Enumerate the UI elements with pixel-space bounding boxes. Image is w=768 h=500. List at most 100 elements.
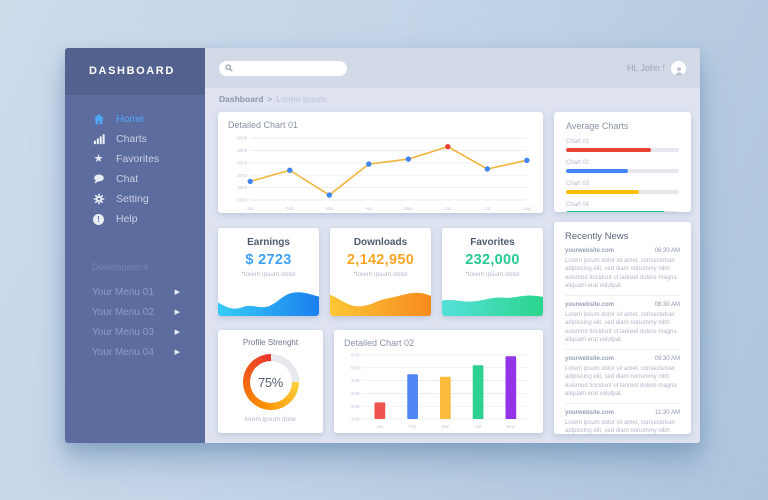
news-source: yourwebsite.com	[565, 248, 615, 254]
sidebar-submenu-item-1[interactable]: Your Menu 01 ▶	[92, 282, 180, 302]
user-greeting: Hi, John !	[626, 63, 665, 73]
sidebar-item-home[interactable]: Home	[92, 109, 205, 129]
avg-bar-fill	[566, 190, 640, 194]
average-chart-row: Chart 02	[566, 160, 679, 173]
svg-text:Mar: Mar	[325, 206, 333, 211]
user-avatar[interactable]	[671, 60, 686, 76]
avg-bar-fill	[566, 211, 666, 212]
stat-value: 2,142,950	[346, 252, 415, 268]
submenu-label: Your Menu 01	[92, 286, 154, 298]
play-arrow-icon: ▶	[174, 288, 180, 296]
news-item[interactable]: yourwebsite.com 06:30 AM Lorem ipsum dolor…	[565, 242, 680, 295]
avg-bar-label: Chart 04	[566, 202, 590, 208]
svg-text:Jan: Jan	[376, 424, 384, 429]
chat-icon	[92, 173, 105, 186]
search-input[interactable]	[237, 63, 341, 73]
app-title: DASHBOARD	[65, 48, 205, 95]
news-item[interactable]: yourwebsite.com 09:30 AM Lorem ipsum dolor…	[565, 349, 680, 403]
svg-text:6000: 6000	[351, 353, 361, 358]
detailed-chart-01-card: Detailed Chart 01 1000 2000 3000 4000 5000 60…	[218, 112, 543, 213]
favorites-card: Favorites 232,000 *lorem ipsum dolor	[442, 228, 543, 316]
sidebar-item-label: Favorites	[116, 153, 160, 165]
stat-title: Earnings	[247, 237, 290, 248]
card-title: Profile Strenght	[242, 338, 299, 347]
news-item[interactable]: yourwebsite.com 08:30 AM Lorem ipsum dolor…	[565, 295, 680, 349]
breadcrumb-root[interactable]: Dashboard	[219, 94, 264, 104]
section-label: Development	[92, 262, 148, 273]
news-source: yourwebsite.com	[565, 410, 615, 417]
search-box[interactable]	[219, 60, 347, 76]
news-body: Lorem ipsum dolor sit amet, consectetuer…	[565, 366, 677, 397]
svg-text:Jul: Jul	[484, 206, 490, 211]
sidebar-submenu-item-4[interactable]: Your Menu 04 ▶	[92, 342, 180, 362]
sidebar-item-label: Charts	[116, 133, 147, 145]
svg-text:1000: 1000	[351, 417, 361, 422]
svg-text:4000: 4000	[351, 378, 361, 383]
sidebar-menu: Home Charts ★ Favorites Chat Setting! Help	[65, 95, 205, 229]
svg-text:4000: 4000	[237, 160, 248, 165]
search-icon	[225, 64, 233, 72]
detailed-chart-02-card: Detailed Chart 02 1000 2000 3000 4000 5000 60…	[334, 330, 543, 433]
card-title: Detailed Chart 02	[344, 338, 415, 348]
news-body: Lorem ipsum dolor sit amet, consectetuer…	[565, 258, 677, 289]
earnings-card: Earnings $ 2723 *lorem ipsum dolor	[218, 228, 319, 316]
sidebar-item-favorites[interactable]: ★ Favorites	[92, 149, 205, 169]
recently-news-card: Recently News yourwebsite.com 06:30 AM Lor…	[554, 222, 691, 434]
topbar: Hi, John !	[205, 48, 700, 88]
avg-bar-label: Chart 03	[566, 181, 590, 187]
average-chart-row: Chart 04	[566, 202, 679, 212]
svg-text:1000: 1000	[237, 198, 248, 203]
sidebar-item-setting[interactable]: Setting	[92, 189, 205, 209]
line-chart: 1000 2000 3000 4000 5000 6000 Jan Feb Mar Apr May J…	[237, 136, 532, 211]
svg-text:Apr: Apr	[475, 424, 482, 429]
downloads-sparkline	[330, 287, 431, 316]
card-title: Detailed Chart 01	[228, 120, 299, 130]
card-title: Recently News	[565, 231, 629, 242]
gear-icon	[92, 193, 105, 206]
svg-text:2000: 2000	[237, 185, 248, 190]
sidebar-submenu-item-3[interactable]: Your Menu 03 ▶	[92, 322, 180, 342]
stat-value: 232,000	[465, 252, 520, 268]
home-icon	[92, 113, 105, 126]
svg-text:May: May	[507, 424, 516, 429]
breadcrumb-separator: >	[267, 94, 273, 104]
app-window: DASHBOARD Home Charts ★ Favorites Chat Settin…	[65, 48, 700, 443]
stat-note: *lorem ipsum dolor	[465, 271, 520, 278]
avg-bar-track	[566, 148, 679, 152]
sidebar-submenu: Your Menu 01 ▶ Your Menu 02 ▶ Your Menu 03 ▶ Y…	[92, 282, 205, 362]
avg-bar-label: Chart 01	[566, 139, 590, 145]
avg-bar-track	[566, 190, 679, 194]
news-item[interactable]: yourwebsite.com 11:30 AM Lorem ipsum dolor…	[565, 403, 680, 434]
card-note: lorem ipsum dolor	[244, 416, 297, 423]
sidebar-item-charts[interactable]: Charts	[92, 129, 205, 149]
sidebar-submenu-item-2[interactable]: Your Menu 02 ▶	[92, 302, 180, 322]
bar-chart-icon	[92, 133, 105, 146]
profile-strength-card: Profile Strenght 75% lorem ipsum dolor	[218, 330, 323, 433]
svg-text:2000: 2000	[351, 404, 361, 409]
avg-bar-track	[566, 169, 679, 173]
breadcrumb: Dashboard > Lorem Ipsum	[205, 88, 700, 110]
svg-text:Feb: Feb	[409, 424, 417, 429]
main-area: Hi, John ! Dashboard > Lorem Ipsum Detai…	[205, 48, 700, 443]
svg-text:3000: 3000	[237, 173, 248, 178]
svg-text:5000: 5000	[237, 148, 248, 153]
donut-chart: 75%	[242, 354, 299, 410]
sidebar-item-help[interactable]: ! Help	[92, 209, 205, 229]
news-time: 11:30 AM	[655, 410, 680, 417]
submenu-label: Your Menu 03	[92, 326, 154, 338]
news-time: 09:30 AM	[654, 356, 680, 363]
svg-text:Aug: Aug	[523, 206, 532, 211]
news-source: yourwebsite.com	[565, 302, 615, 309]
card-title: Average Charts	[566, 121, 629, 131]
svg-text:5000: 5000	[351, 365, 361, 370]
favorites-sparkline	[442, 287, 543, 316]
svg-text:Jun: Jun	[444, 206, 452, 211]
svg-text:3000: 3000	[351, 391, 361, 396]
donut-percent: 75%	[257, 374, 284, 390]
sidebar-item-chat[interactable]: Chat	[92, 169, 205, 189]
news-time: 08:30 AM	[654, 302, 680, 309]
person-icon	[675, 66, 682, 76]
sidebar-item-label: Home	[116, 113, 145, 125]
svg-text:Apr: Apr	[365, 206, 373, 211]
downloads-card: Downloads 2,142,950 *lorem ipsum dolor	[330, 228, 431, 316]
